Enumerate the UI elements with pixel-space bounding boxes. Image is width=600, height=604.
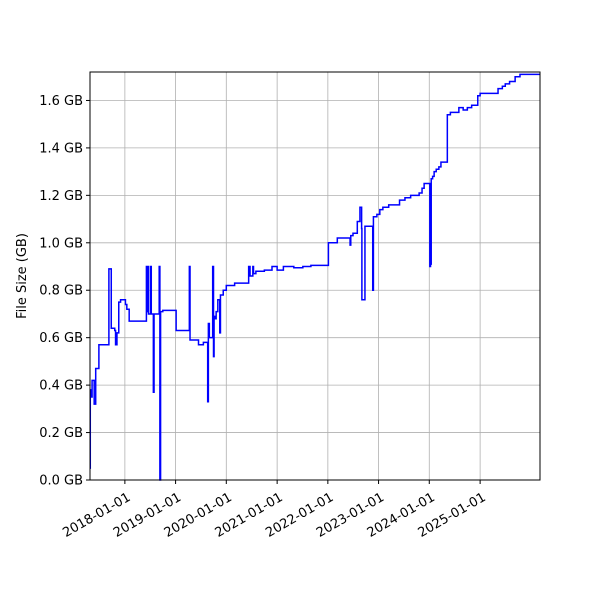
y-tick-label: 0.4 GB <box>39 379 83 394</box>
x-axis: 2018-01-012019-01-012020-01-012021-01-01… <box>60 480 489 541</box>
y-axis-label: File Size (GB) <box>15 233 30 319</box>
y-tick-label: 1.2 GB <box>39 189 83 204</box>
y-tick-label: 1.0 GB <box>39 236 83 251</box>
y-axis: 0.0 GB 0.2 GB 0.4 GB 0.6 GB 0.8 GB 1.0 GB 1.2 … <box>39 94 90 489</box>
y-tick-label: 0.2 GB <box>39 426 83 441</box>
plot-frame <box>89 71 541 481</box>
series-line <box>89 73 540 481</box>
y-tick-label: 0.6 GB <box>39 331 83 346</box>
y-tick-label: 0.0 GB <box>39 474 83 489</box>
y-tick-label: 1.6 GB <box>39 94 83 109</box>
y-tick-label: 1.4 GB <box>39 141 83 156</box>
y-tick-label: 0.8 GB <box>39 284 83 299</box>
grid <box>90 72 540 481</box>
series-layer <box>89 73 540 481</box>
